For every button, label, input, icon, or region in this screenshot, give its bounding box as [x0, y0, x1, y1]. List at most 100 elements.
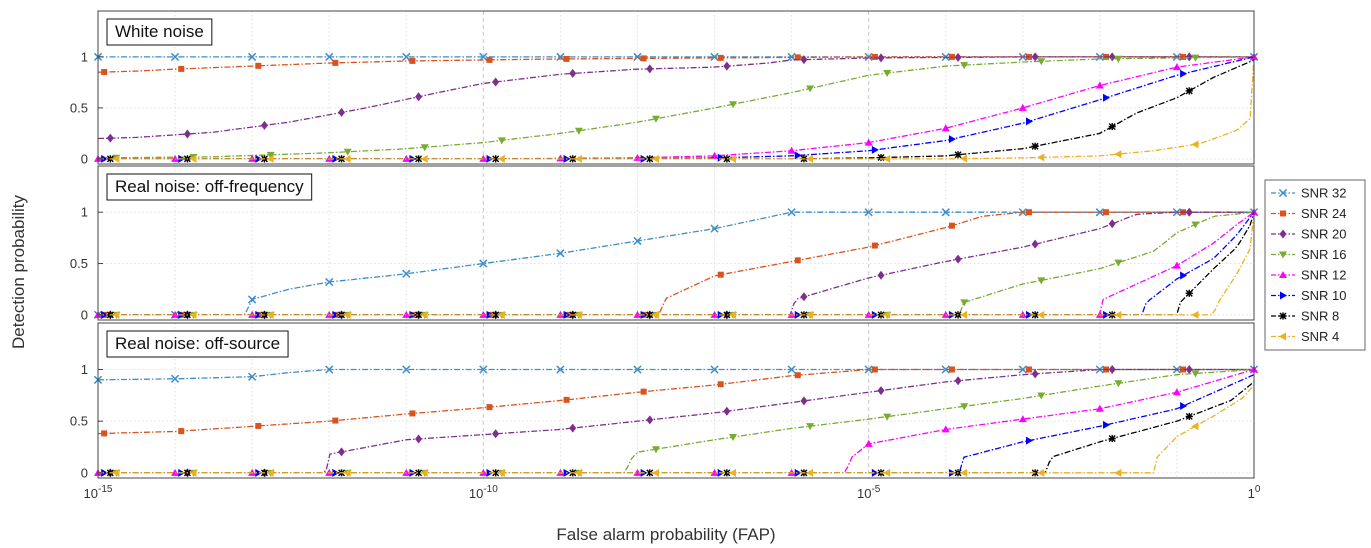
legend-marker: [1279, 251, 1287, 259]
data-point: [1018, 415, 1027, 423]
data-point: [1185, 365, 1193, 374]
data-point: [497, 154, 505, 163]
series-snr-16: [97, 54, 1255, 162]
data-point: [723, 311, 731, 319]
data-point: [794, 310, 802, 319]
x-tick-label: 10: [1248, 484, 1261, 501]
series-line: [98, 56, 1255, 160]
y-tick-label: 0: [81, 465, 88, 480]
data-point: [1172, 63, 1181, 71]
data-point: [492, 429, 500, 439]
data-point: [871, 242, 878, 249]
data-point: [101, 154, 109, 163]
data-point: [255, 468, 263, 477]
data-point: [633, 468, 642, 476]
axes-box: [97, 10, 1255, 165]
y-tick-label: 0: [81, 151, 88, 166]
data-point: [101, 430, 108, 437]
data-point: [883, 310, 891, 319]
data-point: [717, 54, 724, 61]
data-point: [343, 310, 351, 319]
data-point: [170, 52, 180, 62]
data-point: [1025, 209, 1032, 216]
data-point: [877, 53, 885, 63]
data-point: [941, 425, 950, 433]
data-point: [871, 310, 879, 319]
data-point: [1037, 392, 1046, 400]
data-point: [1031, 52, 1039, 62]
y-tick-label: 1: [81, 362, 88, 377]
data-point: [941, 208, 950, 217]
data-point: [883, 154, 891, 163]
data-point: [717, 153, 725, 162]
data-point: [640, 55, 647, 62]
y-tick-label: 0.5: [70, 414, 88, 429]
data-point: [402, 269, 411, 278]
data-point: [710, 224, 719, 233]
data-point: [960, 403, 969, 411]
data-point: [1108, 434, 1116, 443]
data-point: [883, 468, 891, 477]
data-point: [1114, 468, 1122, 477]
legend-marker: [1279, 312, 1287, 320]
data-point: [332, 310, 340, 319]
panel-title: Real noise: off-source: [115, 334, 280, 353]
legend-entry: SNR 4: [1271, 329, 1339, 344]
data-point: [800, 55, 808, 65]
data-point: [178, 428, 185, 435]
data-point: [492, 155, 500, 163]
data-point: [729, 101, 738, 109]
data-point: [1185, 207, 1193, 217]
data-point: [941, 124, 950, 132]
data-point: [960, 154, 968, 163]
data-point: [266, 154, 274, 163]
data-point: [787, 365, 796, 374]
data-point: [710, 52, 719, 62]
data-point: [1108, 52, 1116, 62]
data-point: [1031, 239, 1039, 249]
legend-label: SNR 10: [1301, 288, 1347, 303]
data-point: [497, 468, 505, 477]
x-tick-label: 10-15: [84, 484, 113, 501]
data-point: [255, 62, 262, 69]
data-point: [794, 54, 801, 61]
data-point: [651, 310, 659, 319]
legend-label: SNR 8: [1301, 309, 1339, 324]
data-point: [178, 65, 185, 72]
data-point: [1025, 117, 1033, 126]
data-point: [563, 396, 570, 403]
data-point: [574, 127, 583, 135]
data-point: [338, 107, 346, 117]
series-line: [97, 368, 1254, 435]
data-point: [960, 62, 969, 70]
data-point: [1025, 366, 1032, 373]
data-point: [646, 415, 654, 425]
data-point: [651, 115, 660, 123]
data-point: [651, 446, 660, 454]
data-point: [101, 69, 108, 76]
data-point: [409, 57, 416, 64]
data-point: [651, 468, 659, 477]
data-point: [492, 469, 500, 477]
y-tick-label: 1: [81, 49, 88, 64]
data-point: [486, 56, 493, 63]
legend-label: SNR 24: [1301, 206, 1347, 221]
data-point: [729, 468, 737, 477]
data-point: [1185, 412, 1193, 421]
data-point: [800, 292, 808, 302]
data-point: [112, 310, 120, 319]
legend-entry: SNR 32: [1271, 186, 1347, 201]
data-point: [1185, 52, 1193, 62]
data-point: [1095, 81, 1104, 89]
data-point: [787, 208, 796, 217]
data-point: [325, 277, 334, 287]
data-point: [1114, 310, 1122, 319]
data-point: [1191, 422, 1199, 431]
panels-layer: 0 0.5 1 White noise 0 0.5 1 Real noise: off-fre…: [70, 10, 1261, 501]
data-point: [954, 151, 962, 159]
series-snr-24: [97, 366, 1254, 437]
data-point: [1191, 140, 1199, 149]
data-point: [574, 154, 582, 163]
data-point: [332, 59, 339, 66]
data-point: [871, 366, 878, 373]
